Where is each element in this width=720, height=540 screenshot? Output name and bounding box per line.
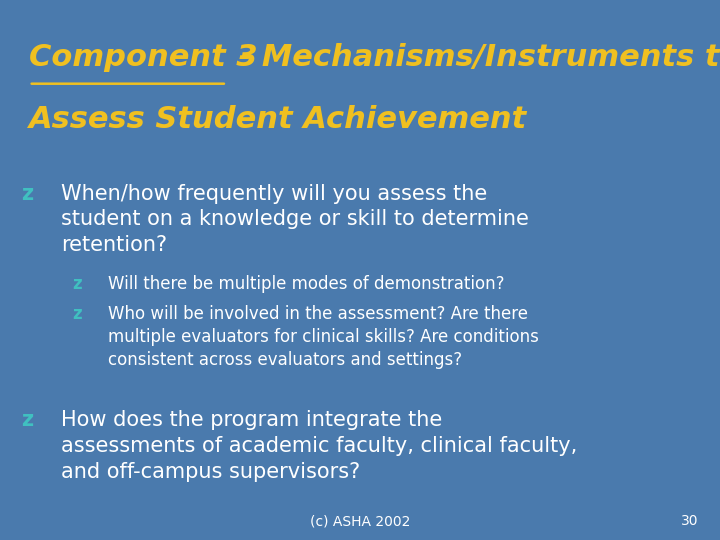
Text: z: z (22, 410, 34, 430)
Text: (c) ASHA 2002: (c) ASHA 2002 (310, 514, 410, 528)
Text: 30: 30 (681, 514, 698, 528)
Text: z: z (72, 305, 81, 323)
Text: How does the program integrate the
assessments of academic faculty, clinical fac: How does the program integrate the asses… (61, 410, 577, 482)
Text: Will there be multiple modes of demonstration?: Will there be multiple modes of demonstr… (108, 275, 505, 293)
Text: Assess Student Achievement: Assess Student Achievement (29, 105, 527, 134)
Text: Component 3: Component 3 (29, 43, 258, 72)
Text: - Mechanisms/Instruments to: - Mechanisms/Instruments to (228, 43, 720, 72)
Text: When/how frequently will you assess the
student on a knowledge or skill to deter: When/how frequently will you assess the … (61, 184, 529, 255)
Text: z: z (22, 184, 34, 204)
Text: Who will be involved in the assessment? Are there
multiple evaluators for clinic: Who will be involved in the assessment? … (108, 305, 539, 369)
Text: z: z (72, 275, 81, 293)
Polygon shape (14, 133, 706, 154)
